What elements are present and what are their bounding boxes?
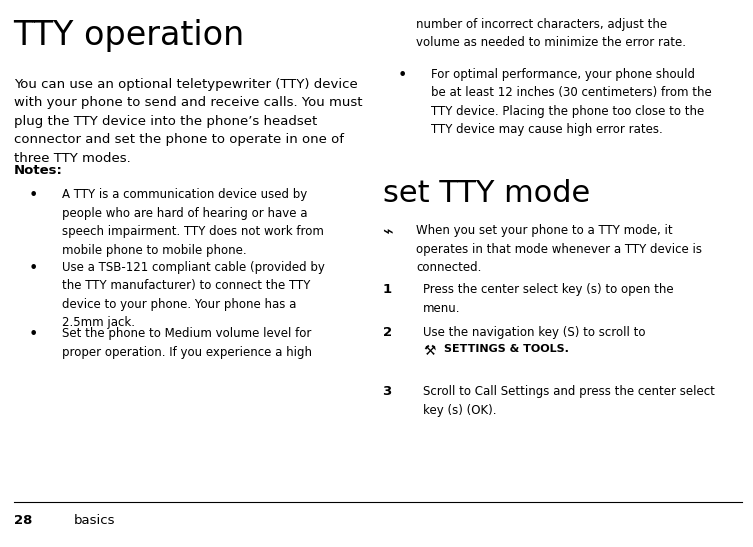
Text: •: • [29,261,38,276]
Text: Scroll to Call Settings and press the center select: Scroll to Call Settings and press the ce… [423,385,715,398]
Text: Set the phone to Medium volume level for
proper operation. If you experience a h: Set the phone to Medium volume level for… [62,327,312,359]
Text: number of incorrect characters, adjust the
volume as needed to minimize the erro: number of incorrect characters, adjust t… [416,18,687,49]
Text: set TTY mode: set TTY mode [383,179,590,208]
Text: 3: 3 [383,385,392,398]
Text: ⌁: ⌁ [383,224,393,242]
Text: Notes:: Notes: [14,164,62,177]
Text: For optimal performance, your phone should
be at least 12 inches (30 centimeters: For optimal performance, your phone shou… [431,68,712,136]
Text: Use a TSB-121 compliant cable (provided by
the TTY manufacturer) to connect the : Use a TSB-121 compliant cable (provided … [62,261,325,329]
Text: ⚒: ⚒ [423,344,436,358]
Text: TTY operation: TTY operation [14,19,245,52]
Text: 2: 2 [383,326,392,339]
Text: key (s) (OK).: key (s) (OK). [423,404,497,417]
Text: •: • [29,188,38,203]
Text: You can use an optional teletypewriter (TTY) device
with your phone to send and : You can use an optional teletypewriter (… [14,78,362,165]
Text: When you set your phone to a TTY mode, it
operates in that mode whenever a TTY d: When you set your phone to a TTY mode, i… [416,224,703,274]
Text: A TTY is a communication device used by
people who are hard of hearing or have a: A TTY is a communication device used by … [62,188,325,257]
Text: basics: basics [74,514,115,527]
Text: •: • [29,327,38,342]
Text: SETTINGS & TOOLS.: SETTINGS & TOOLS. [444,344,569,354]
Text: Press the center select key (s) to open the
menu.: Press the center select key (s) to open … [423,283,674,315]
Text: •: • [398,68,407,83]
Text: 28: 28 [14,514,32,527]
Text: Use the navigation key (S) to scroll to: Use the navigation key (S) to scroll to [423,326,645,339]
Text: 1: 1 [383,283,392,296]
